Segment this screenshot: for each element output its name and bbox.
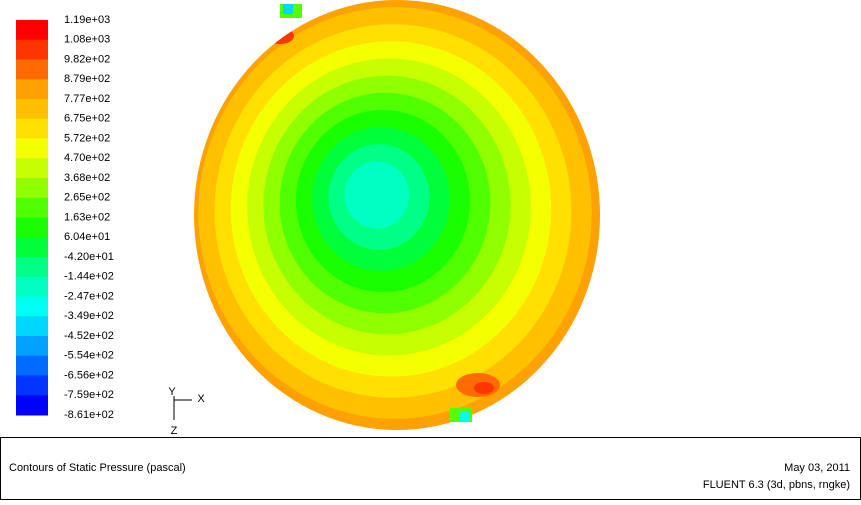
colorbar: 1.19e+03 1.08e+03 9.82e+02 8.79e+02 7.77e+02… bbox=[16, 14, 114, 421]
axis-y-label: Y bbox=[168, 386, 176, 398]
colorbar-label: 2.65e+02 bbox=[64, 192, 110, 204]
colorbar-swatch bbox=[16, 296, 48, 317]
contour-plot bbox=[194, 0, 600, 430]
footer-date: May 03, 2011 bbox=[784, 462, 850, 474]
colorbar-label: 6.75e+02 bbox=[64, 113, 110, 125]
axis-triad: Y X Z bbox=[168, 386, 205, 437]
colorbar-swatch bbox=[16, 375, 48, 396]
colorbar-label: 4.70e+02 bbox=[64, 152, 110, 164]
colorbar-label: -3.49e+02 bbox=[64, 310, 114, 322]
colorbar-label: -6.56e+02 bbox=[64, 369, 114, 381]
footer-box bbox=[0, 437, 861, 500]
colorbar-label: 5.72e+02 bbox=[64, 132, 110, 144]
colorbar-label: -5.54e+02 bbox=[64, 350, 114, 362]
colorbar-swatch bbox=[16, 39, 48, 60]
colorbar-label: 7.77e+02 bbox=[64, 93, 110, 105]
colorbar-label: 9.82e+02 bbox=[64, 53, 110, 65]
colorbar-swatch bbox=[16, 316, 48, 337]
colorbar-label: 1.19e+03 bbox=[64, 14, 110, 26]
outlet bbox=[460, 412, 470, 422]
colorbar-label: -1.44e+02 bbox=[64, 271, 114, 283]
colorbar-swatch bbox=[16, 158, 48, 179]
colorbar-label: 1.08e+03 bbox=[64, 34, 110, 46]
colorbar-swatch bbox=[16, 217, 48, 238]
colorbar-swatch bbox=[16, 99, 48, 120]
footer-title: Contours of Static Pressure (pascal) bbox=[9, 462, 186, 474]
colorbar-swatch bbox=[16, 355, 48, 376]
axis-z-label: Z bbox=[171, 425, 178, 437]
rings bbox=[194, 0, 600, 430]
colorbar-label: -2.47e+02 bbox=[64, 290, 114, 302]
axis-x-label: X bbox=[197, 393, 205, 405]
colorbar-swatch bbox=[16, 178, 48, 199]
colorbar-label: 8.79e+02 bbox=[64, 73, 110, 85]
colorbar-label: -4.20e+01 bbox=[64, 251, 114, 263]
inlet bbox=[283, 4, 293, 14]
colorbar-swatch bbox=[16, 336, 48, 357]
colorbar-swatch bbox=[16, 197, 48, 218]
colorbar-label: 1.63e+02 bbox=[64, 211, 110, 223]
colorbar-swatch bbox=[16, 118, 48, 139]
contour-band bbox=[474, 382, 494, 394]
colorbar-swatch bbox=[16, 237, 48, 258]
footer-version: FLUENT 6.3 (3d, pbns, rngke) bbox=[703, 479, 850, 491]
colorbar-label: 3.68e+02 bbox=[64, 172, 110, 184]
colorbar-label: -7.59e+02 bbox=[64, 389, 114, 401]
colorbar-swatch bbox=[16, 79, 48, 100]
colorbar-swatch bbox=[16, 395, 48, 416]
colorbar-label: 6.04e+01 bbox=[64, 231, 110, 243]
colorbar-label: -4.52e+02 bbox=[64, 330, 114, 342]
colorbar-label: -8.61e+02 bbox=[64, 409, 114, 421]
contour-band bbox=[266, 28, 294, 44]
colorbar-swatch bbox=[16, 20, 48, 41]
colorbar-swatch bbox=[16, 59, 48, 80]
colorbar-swatch bbox=[16, 257, 48, 278]
contour-band bbox=[344, 161, 410, 229]
colorbar-swatch bbox=[16, 276, 48, 297]
colorbar-swatch bbox=[16, 138, 48, 159]
